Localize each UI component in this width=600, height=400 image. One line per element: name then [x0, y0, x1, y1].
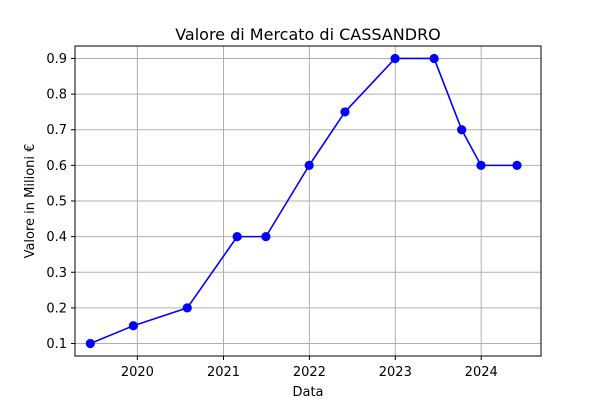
y-tick-label: 0.9	[46, 52, 67, 67]
y-tick-label: 0.8	[46, 88, 67, 103]
series-line	[89, 57, 517, 345]
data-point	[429, 53, 439, 64]
data-point	[390, 53, 400, 64]
data-point	[232, 232, 242, 242]
x-tick-label: 2021	[207, 365, 240, 380]
y-tick-label: 0.7	[46, 123, 67, 138]
x-tick-label: 2022	[293, 365, 326, 380]
data-point	[128, 321, 138, 331]
data-point	[340, 107, 350, 117]
y-tick-label: 0.6	[46, 159, 67, 174]
y-tick-label: 0.2	[46, 301, 67, 316]
x-tick-label: 2023	[379, 365, 412, 380]
axis-ticks: 2020 2021 2022 2023 2024 0.1 0.2 0.3 0.4 0.5 0.6 0.…	[46, 52, 497, 380]
data-point	[85, 338, 95, 349]
y-tick-label: 0.5	[46, 195, 67, 210]
data-point	[457, 125, 467, 135]
x-tick-label: 2024	[465, 365, 498, 380]
x-tick-label: 2020	[121, 365, 154, 380]
x-axis-label: Data	[292, 385, 323, 400]
data-point	[476, 160, 486, 170]
data-point	[304, 160, 314, 170]
data-point	[512, 160, 522, 170]
y-tick-label: 0.4	[46, 230, 67, 245]
chart-title: Valore di Mercato di CASSANDRO	[175, 25, 441, 44]
y-tick-label: 0.1	[46, 337, 67, 352]
y-tick-label: 0.3	[46, 266, 67, 281]
data-point	[182, 303, 192, 313]
y-axis-label: Valore in Milioni €	[23, 144, 38, 259]
series-layer	[85, 53, 522, 349]
data-point	[261, 232, 271, 242]
